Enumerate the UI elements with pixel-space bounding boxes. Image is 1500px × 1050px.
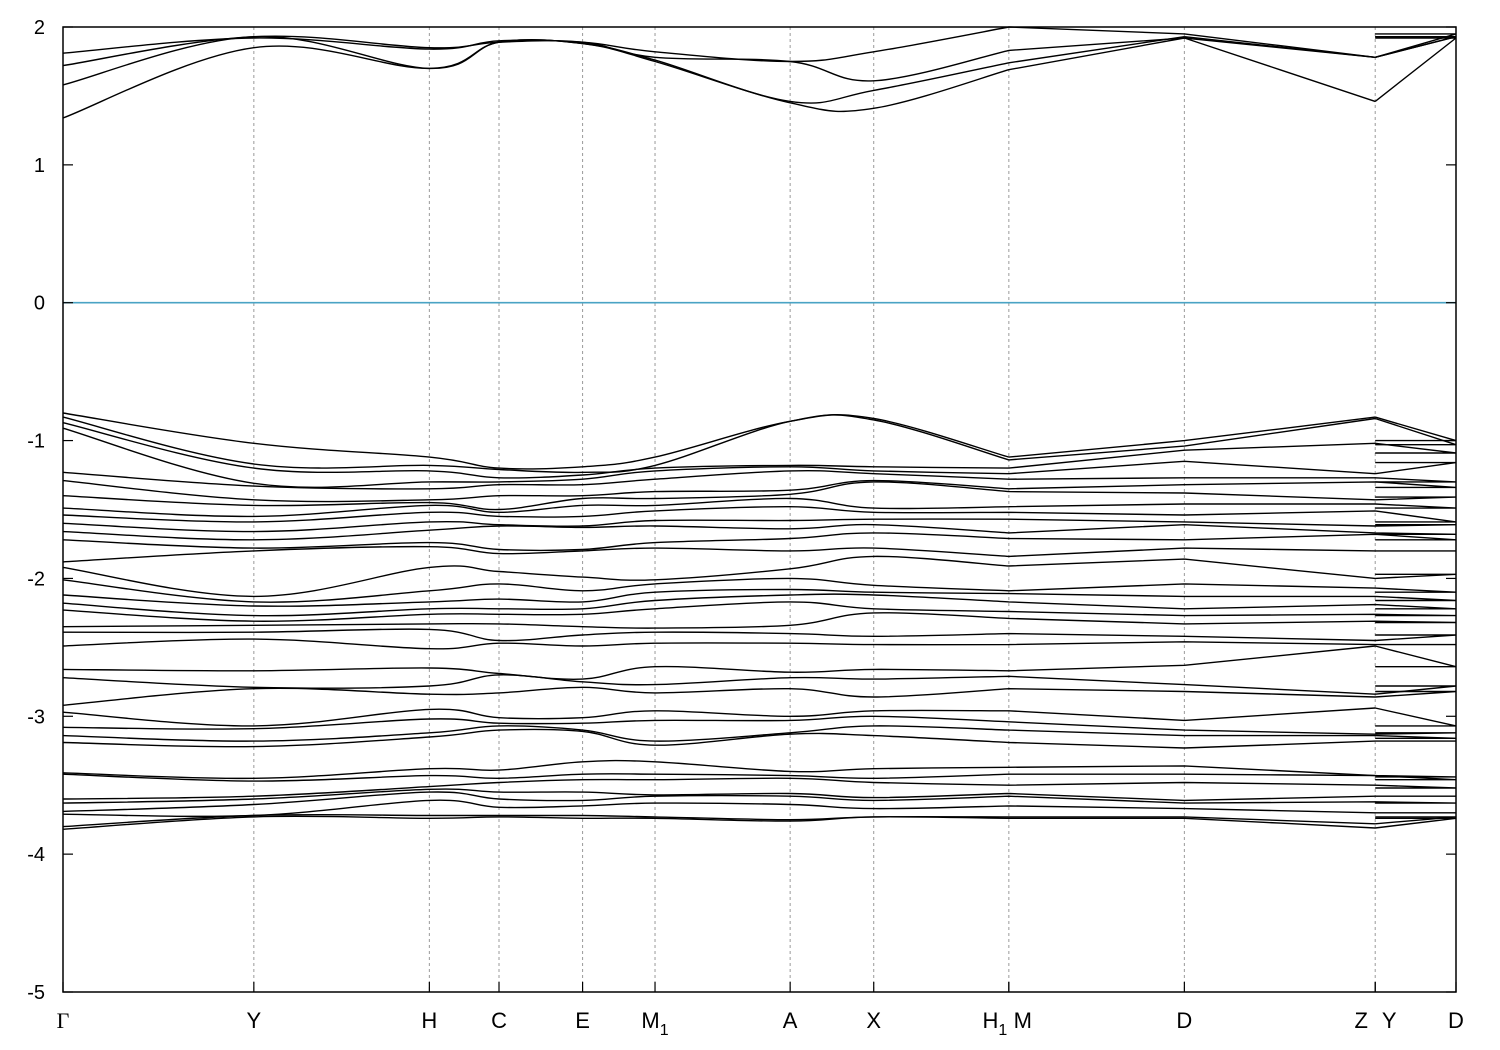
y-axis-ticks: 2 1 0 -1 -2 -3 -4 -5 xyxy=(27,17,1456,1004)
kpoint-label: M1 xyxy=(641,1008,668,1039)
conduction-band-line xyxy=(62,37,1457,119)
valence-band-line xyxy=(62,715,1457,735)
valence-band-line xyxy=(62,523,1457,541)
valence-band-line xyxy=(62,799,1456,818)
valence-band-line xyxy=(62,773,1457,782)
kpoint-label: H1 xyxy=(982,1008,1007,1039)
y-tick-label: 0 xyxy=(34,293,45,315)
valence-band-line xyxy=(62,422,1457,479)
kpoint-label: Γ xyxy=(57,1008,70,1033)
kpoint-label: Y xyxy=(246,1008,261,1033)
valence-band-line xyxy=(62,759,1457,780)
y-tick-label: -4 xyxy=(27,844,45,866)
valence-band-line xyxy=(62,518,1457,533)
x-axis-kpoint-labels: Γ Y H C E M1 A X H1 M D Z Y D xyxy=(57,982,1464,1039)
valence-band-line xyxy=(62,481,1457,511)
kpoint-label: A xyxy=(783,1008,798,1033)
valence-band-line xyxy=(62,601,1457,622)
y-tick-label: 2 xyxy=(34,17,45,39)
kpoint-label: X xyxy=(866,1008,881,1033)
valence-band-line xyxy=(62,612,1457,629)
valence-band-line xyxy=(62,725,1457,742)
valence-band-line xyxy=(62,555,1457,598)
valence-band-line xyxy=(62,469,1457,490)
y-tick-label: -2 xyxy=(27,568,45,590)
valence-band-line xyxy=(62,791,1457,813)
valence-band-line xyxy=(62,505,1457,523)
valence-band-line xyxy=(62,497,1457,518)
valence-band-line xyxy=(62,479,1457,503)
y-tick-label: -1 xyxy=(27,431,45,453)
y-tick-label: 1 xyxy=(34,155,45,177)
y-tick-label: -3 xyxy=(27,706,45,728)
kpoint-label: M xyxy=(1014,1008,1032,1033)
valence-band-line xyxy=(62,788,1456,804)
y-tick-label: -5 xyxy=(27,982,45,1004)
valence-band-line xyxy=(62,815,1457,830)
valence-band-line xyxy=(62,813,1457,828)
kpoint-label: C xyxy=(491,1008,507,1033)
valence-band-line xyxy=(62,645,1457,680)
valence-band-line xyxy=(62,427,1457,489)
valence-band-line xyxy=(62,577,1457,603)
kpoint-label: Y xyxy=(1382,1008,1397,1033)
valence-band-line xyxy=(62,588,1457,607)
kpoint-label: E xyxy=(575,1008,590,1033)
kpoint-label: H xyxy=(421,1008,437,1033)
valence-band-line xyxy=(62,412,1457,470)
k-point-gridlines xyxy=(253,27,1376,992)
valence-band-line xyxy=(62,638,1456,650)
valence-band-line xyxy=(62,777,1457,800)
valence-band-line xyxy=(62,414,1457,474)
kpoint-label: D xyxy=(1448,1008,1464,1033)
valence-band-line xyxy=(62,593,1457,617)
valence-band-line xyxy=(62,628,1457,642)
valence-band-line xyxy=(62,707,1457,727)
kpoint-label: Z xyxy=(1354,1008,1367,1033)
valence-band-line xyxy=(62,674,1457,695)
kpoint-label: D xyxy=(1176,1008,1192,1033)
plot-frame xyxy=(62,26,1457,993)
valence-band-line xyxy=(62,532,1457,552)
valence-band-line xyxy=(62,686,1457,706)
valence-band-line xyxy=(62,728,1456,749)
band-lines xyxy=(62,26,1457,830)
valence-band-line xyxy=(62,545,1456,563)
